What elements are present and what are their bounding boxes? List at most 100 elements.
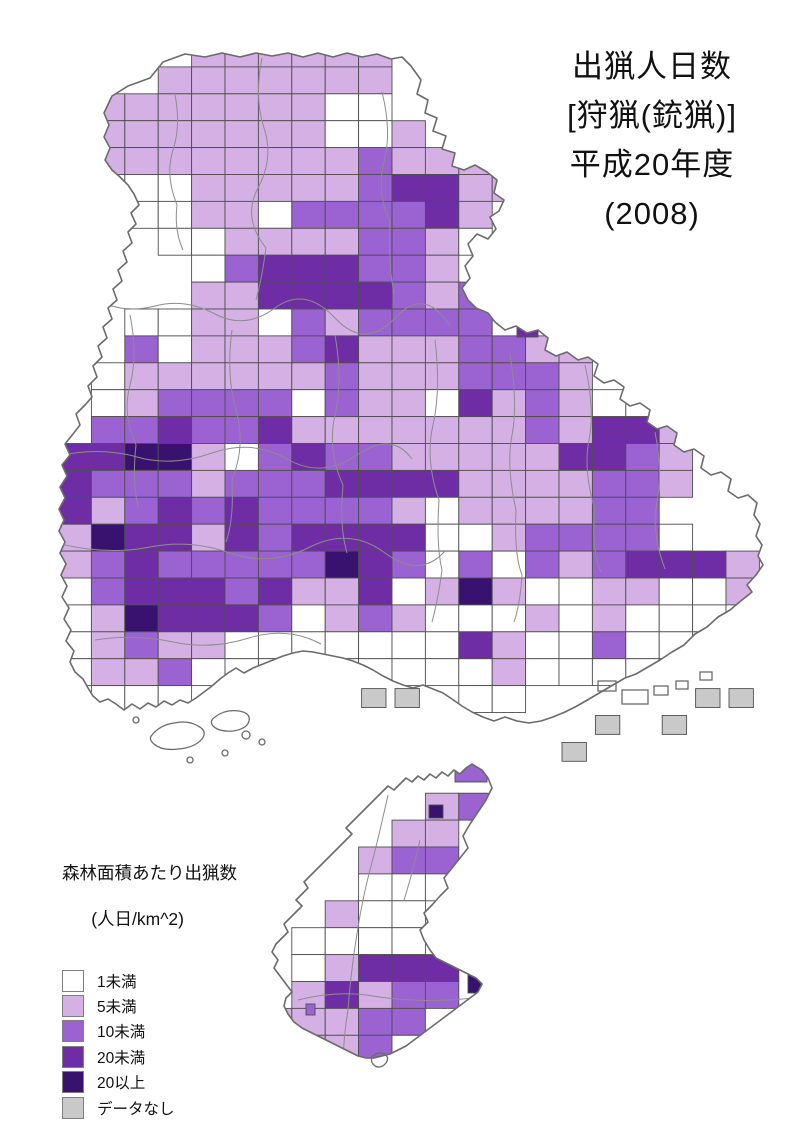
mesh-cell <box>358 200 393 229</box>
mesh-cell <box>257 469 293 498</box>
mesh-cell <box>358 550 393 579</box>
mesh-cell <box>124 120 159 149</box>
mesh-cell <box>591 550 627 579</box>
mesh-cell <box>391 496 426 525</box>
mesh-cell <box>358 66 393 95</box>
mesh-cell <box>157 147 193 175</box>
mesh-cell <box>324 147 360 175</box>
mesh-cell <box>458 200 493 229</box>
legend-item: 5未満 <box>62 993 237 1018</box>
mesh-cell <box>525 362 560 391</box>
municipal-boundary <box>403 839 421 901</box>
mesh-cell <box>157 577 193 606</box>
mesh-cell <box>191 335 226 364</box>
mesh-cell <box>257 335 293 364</box>
mesh-cell <box>90 631 126 660</box>
mesh-cell <box>157 496 193 525</box>
mesh-cell <box>257 523 293 552</box>
legend-label: データなし <box>97 1100 175 1118</box>
mesh-cell <box>358 281 393 310</box>
mesh-cell <box>424 200 460 229</box>
mesh-cell <box>391 846 426 875</box>
mesh-cell <box>191 281 226 310</box>
harbor-outline <box>699 671 713 681</box>
mesh-cell <box>257 443 293 471</box>
mesh-cell <box>191 496 226 525</box>
mesh-cell <box>358 604 393 633</box>
mesh-cell <box>358 900 393 929</box>
mesh-cell <box>625 604 660 633</box>
mesh-cell <box>625 523 660 552</box>
mesh-cell <box>257 416 293 444</box>
legend-title-line1: 森林面積あたり出猟数 <box>62 863 237 883</box>
legend-label: 10未満 <box>97 1024 146 1042</box>
mesh-cell <box>157 685 193 713</box>
mesh-cell <box>424 496 460 525</box>
mesh-cell <box>90 604 126 633</box>
municipal-boundary <box>169 94 184 251</box>
municipal-boundary-layer <box>61 57 666 1058</box>
mesh-cell <box>324 658 360 687</box>
island-outline <box>241 730 251 740</box>
mesh-cell <box>391 523 426 552</box>
mesh-cell <box>157 66 193 95</box>
mesh-cell <box>324 927 360 956</box>
mesh-cell <box>224 631 259 660</box>
mesh-cell <box>157 200 193 229</box>
mesh-cell <box>658 604 694 633</box>
mesh-cell <box>224 93 259 122</box>
mesh-cell <box>59 577 92 606</box>
mesh-cell <box>224 281 259 310</box>
mesh-cell <box>257 658 293 687</box>
mesh-cell <box>324 389 360 418</box>
mesh-cell <box>658 550 694 579</box>
mesh-cell <box>625 416 660 444</box>
mesh-cell <box>525 658 560 687</box>
mesh-cell <box>59 550 92 579</box>
mesh-cell <box>625 389 660 418</box>
mesh-cell <box>692 550 727 579</box>
mesh-cell <box>358 631 393 660</box>
mesh-cell <box>191 200 226 229</box>
mesh-cell <box>591 389 627 418</box>
mesh-cell-no-data <box>361 688 387 708</box>
mesh-cell <box>291 496 326 525</box>
mesh-cell <box>458 416 493 444</box>
mesh-cell <box>391 900 426 929</box>
mesh-cell <box>191 550 226 579</box>
mesh-cell <box>124 550 159 579</box>
mesh-cell <box>257 550 293 579</box>
mesh-cell <box>224 308 259 337</box>
municipal-boundary <box>225 329 241 543</box>
mesh-cell <box>391 443 426 471</box>
mesh-cell <box>658 443 694 471</box>
mesh-cell <box>324 200 360 229</box>
mesh-cell <box>124 469 159 498</box>
mesh-cell <box>391 1034 426 1058</box>
mesh-cell <box>558 389 593 418</box>
mesh-cell <box>324 604 360 633</box>
mesh-cell <box>224 120 259 149</box>
mesh-cell <box>424 389 460 418</box>
mesh-cell <box>591 443 627 471</box>
mesh-cell <box>291 200 326 229</box>
mesh-cell <box>257 577 293 606</box>
mesh-cell <box>424 469 460 498</box>
mesh-cell <box>558 577 593 606</box>
mesh-cell <box>458 335 493 364</box>
mesh-cell <box>391 200 426 229</box>
mesh-cell <box>525 577 560 606</box>
mesh-cell <box>90 416 126 444</box>
mesh-cell <box>224 577 259 606</box>
mesh-cell <box>458 443 493 471</box>
mesh-cell <box>458 658 493 687</box>
mesh-cell <box>124 335 159 364</box>
mesh-cell <box>324 281 360 310</box>
mesh-cell <box>591 604 627 633</box>
mesh-cell <box>191 147 226 175</box>
mesh-cell <box>424 550 460 579</box>
mesh-cell <box>324 631 360 660</box>
mesh-cell <box>291 523 326 552</box>
mesh-cell <box>391 389 426 418</box>
mesh-cell <box>257 496 293 525</box>
